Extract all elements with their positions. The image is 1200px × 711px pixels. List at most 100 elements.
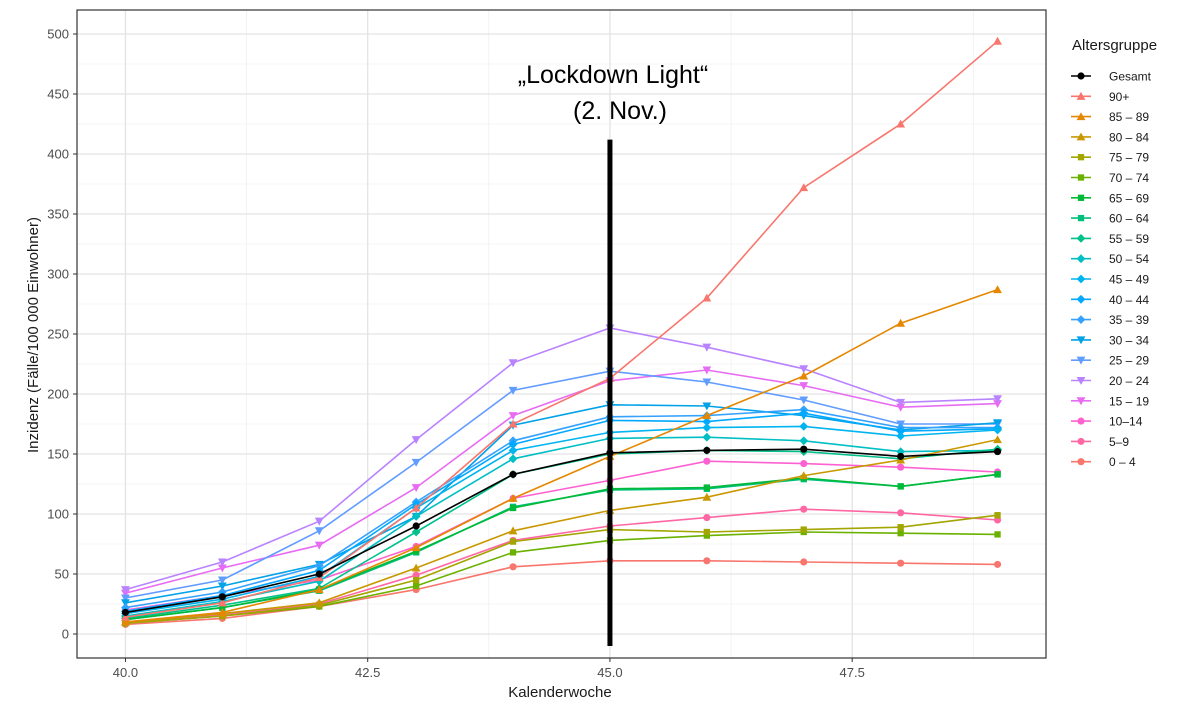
data-point: [994, 512, 1001, 519]
y-tick-label: 50: [55, 567, 69, 582]
data-point: [508, 359, 518, 368]
legend-label: 30 – 34: [1109, 333, 1149, 347]
data-point: [121, 594, 130, 603]
legend-label: 0 – 4: [1109, 455, 1136, 469]
data-point: [896, 403, 906, 412]
legend-label: 55 – 59: [1109, 232, 1149, 246]
data-point: [702, 366, 712, 375]
data-point: [702, 417, 712, 427]
data-point: [509, 538, 517, 545]
data-point: [703, 446, 711, 454]
data-point: [799, 382, 809, 391]
data-point: [217, 564, 227, 573]
data-point: [217, 558, 227, 567]
legend-key-marker: [1077, 194, 1085, 201]
data-point: [703, 514, 711, 522]
data-point: [993, 425, 1002, 435]
legend-item: 20 – 24: [1071, 374, 1149, 388]
data-point: [411, 458, 421, 467]
legend-key-marker: [1076, 274, 1086, 284]
legend-label: 70 – 74: [1109, 171, 1149, 185]
legend-item: 25 – 29: [1071, 354, 1149, 368]
legend-label: 50 – 54: [1109, 252, 1149, 266]
data-point: [897, 483, 904, 490]
legend-item: 45 – 49: [1071, 273, 1149, 287]
annotation-line1: „Lockdown Light“: [518, 61, 708, 89]
series-line: [125, 327, 998, 591]
y-tick-label: 350: [47, 207, 69, 222]
data-point: [121, 617, 130, 626]
series-line: [125, 448, 998, 614]
data-point: [217, 576, 227, 585]
legend-item: 50 – 54: [1071, 252, 1149, 266]
x-axis: 40.0 42.5 45.0 47.5: [113, 658, 865, 680]
legend: Altersgruppe Gesamt 90+ 85 – 89 80 – 84 75 –…: [1071, 37, 1157, 469]
data-point: [509, 470, 517, 478]
series-line: [125, 369, 998, 594]
legend-item: 15 – 19: [1071, 394, 1149, 408]
data-point: [411, 484, 421, 493]
legend-label: 45 – 49: [1109, 273, 1149, 287]
data-point: [217, 582, 227, 591]
y-tick-label: 0: [62, 627, 69, 642]
data-point: [508, 439, 518, 449]
legend-label: 65 – 69: [1109, 191, 1149, 205]
y-axis-title: Inzidenz (Fälle/100 000 Einwohner): [25, 217, 42, 453]
data-point: [411, 436, 421, 445]
series-line: [125, 370, 998, 599]
series-line: [125, 559, 998, 626]
data-point: [703, 528, 710, 536]
data-point: [508, 386, 518, 395]
legend-item: 60 – 64: [1071, 212, 1149, 226]
data-point: [799, 408, 809, 418]
legend-key-marker: [1077, 72, 1085, 80]
data-point: [314, 517, 324, 526]
data-point: [509, 504, 517, 512]
data-point: [799, 371, 809, 380]
data-point: [993, 448, 1002, 456]
data-point: [508, 526, 518, 535]
y-tick-label: 200: [47, 387, 69, 402]
data-point: [121, 612, 130, 621]
x-axis-title: Kalenderwoche: [508, 684, 611, 701]
data-point: [413, 548, 420, 555]
data-point: [702, 402, 712, 411]
legend-key-marker: [1077, 437, 1085, 445]
data-point: [800, 505, 808, 513]
legend-item: 90+: [1071, 90, 1129, 104]
legend-item: 0 – 4: [1071, 455, 1136, 469]
legend-item: 85 – 89: [1071, 110, 1149, 124]
data-point: [703, 532, 710, 539]
legend-title: Altersgruppe: [1072, 37, 1157, 54]
data-point: [217, 607, 227, 616]
series-90: [121, 36, 1002, 621]
data-point: [703, 484, 710, 491]
series-line: [125, 40, 999, 618]
data-point: [993, 400, 1002, 409]
series-line: [125, 412, 998, 612]
data-point: [217, 598, 227, 607]
series-line: [125, 438, 998, 623]
data-point: [703, 457, 711, 465]
legend-item: 40 – 44: [1071, 293, 1149, 307]
legend-key-marker: [1076, 233, 1086, 243]
legend-item: 55 – 59: [1071, 232, 1149, 246]
data-point: [411, 527, 421, 537]
legend-label: 80 – 84: [1109, 130, 1149, 144]
x-tick-label: 47.5: [840, 665, 865, 680]
data-point: [411, 511, 421, 521]
data-point: [121, 608, 130, 616]
series-85-89: [121, 285, 1002, 626]
data-point: [993, 435, 1002, 444]
legend-key-marker: [1077, 154, 1085, 161]
data-point: [897, 452, 905, 460]
data-point: [799, 421, 809, 431]
legend-label: 40 – 44: [1109, 293, 1149, 307]
legend-key-marker: [1077, 458, 1085, 466]
grid: [77, 10, 1046, 658]
data-point: [702, 343, 712, 352]
data-point: [509, 549, 517, 556]
legend-key-marker: [1076, 376, 1086, 385]
legend-item: Gesamt: [1071, 70, 1152, 84]
data-point: [314, 561, 324, 571]
